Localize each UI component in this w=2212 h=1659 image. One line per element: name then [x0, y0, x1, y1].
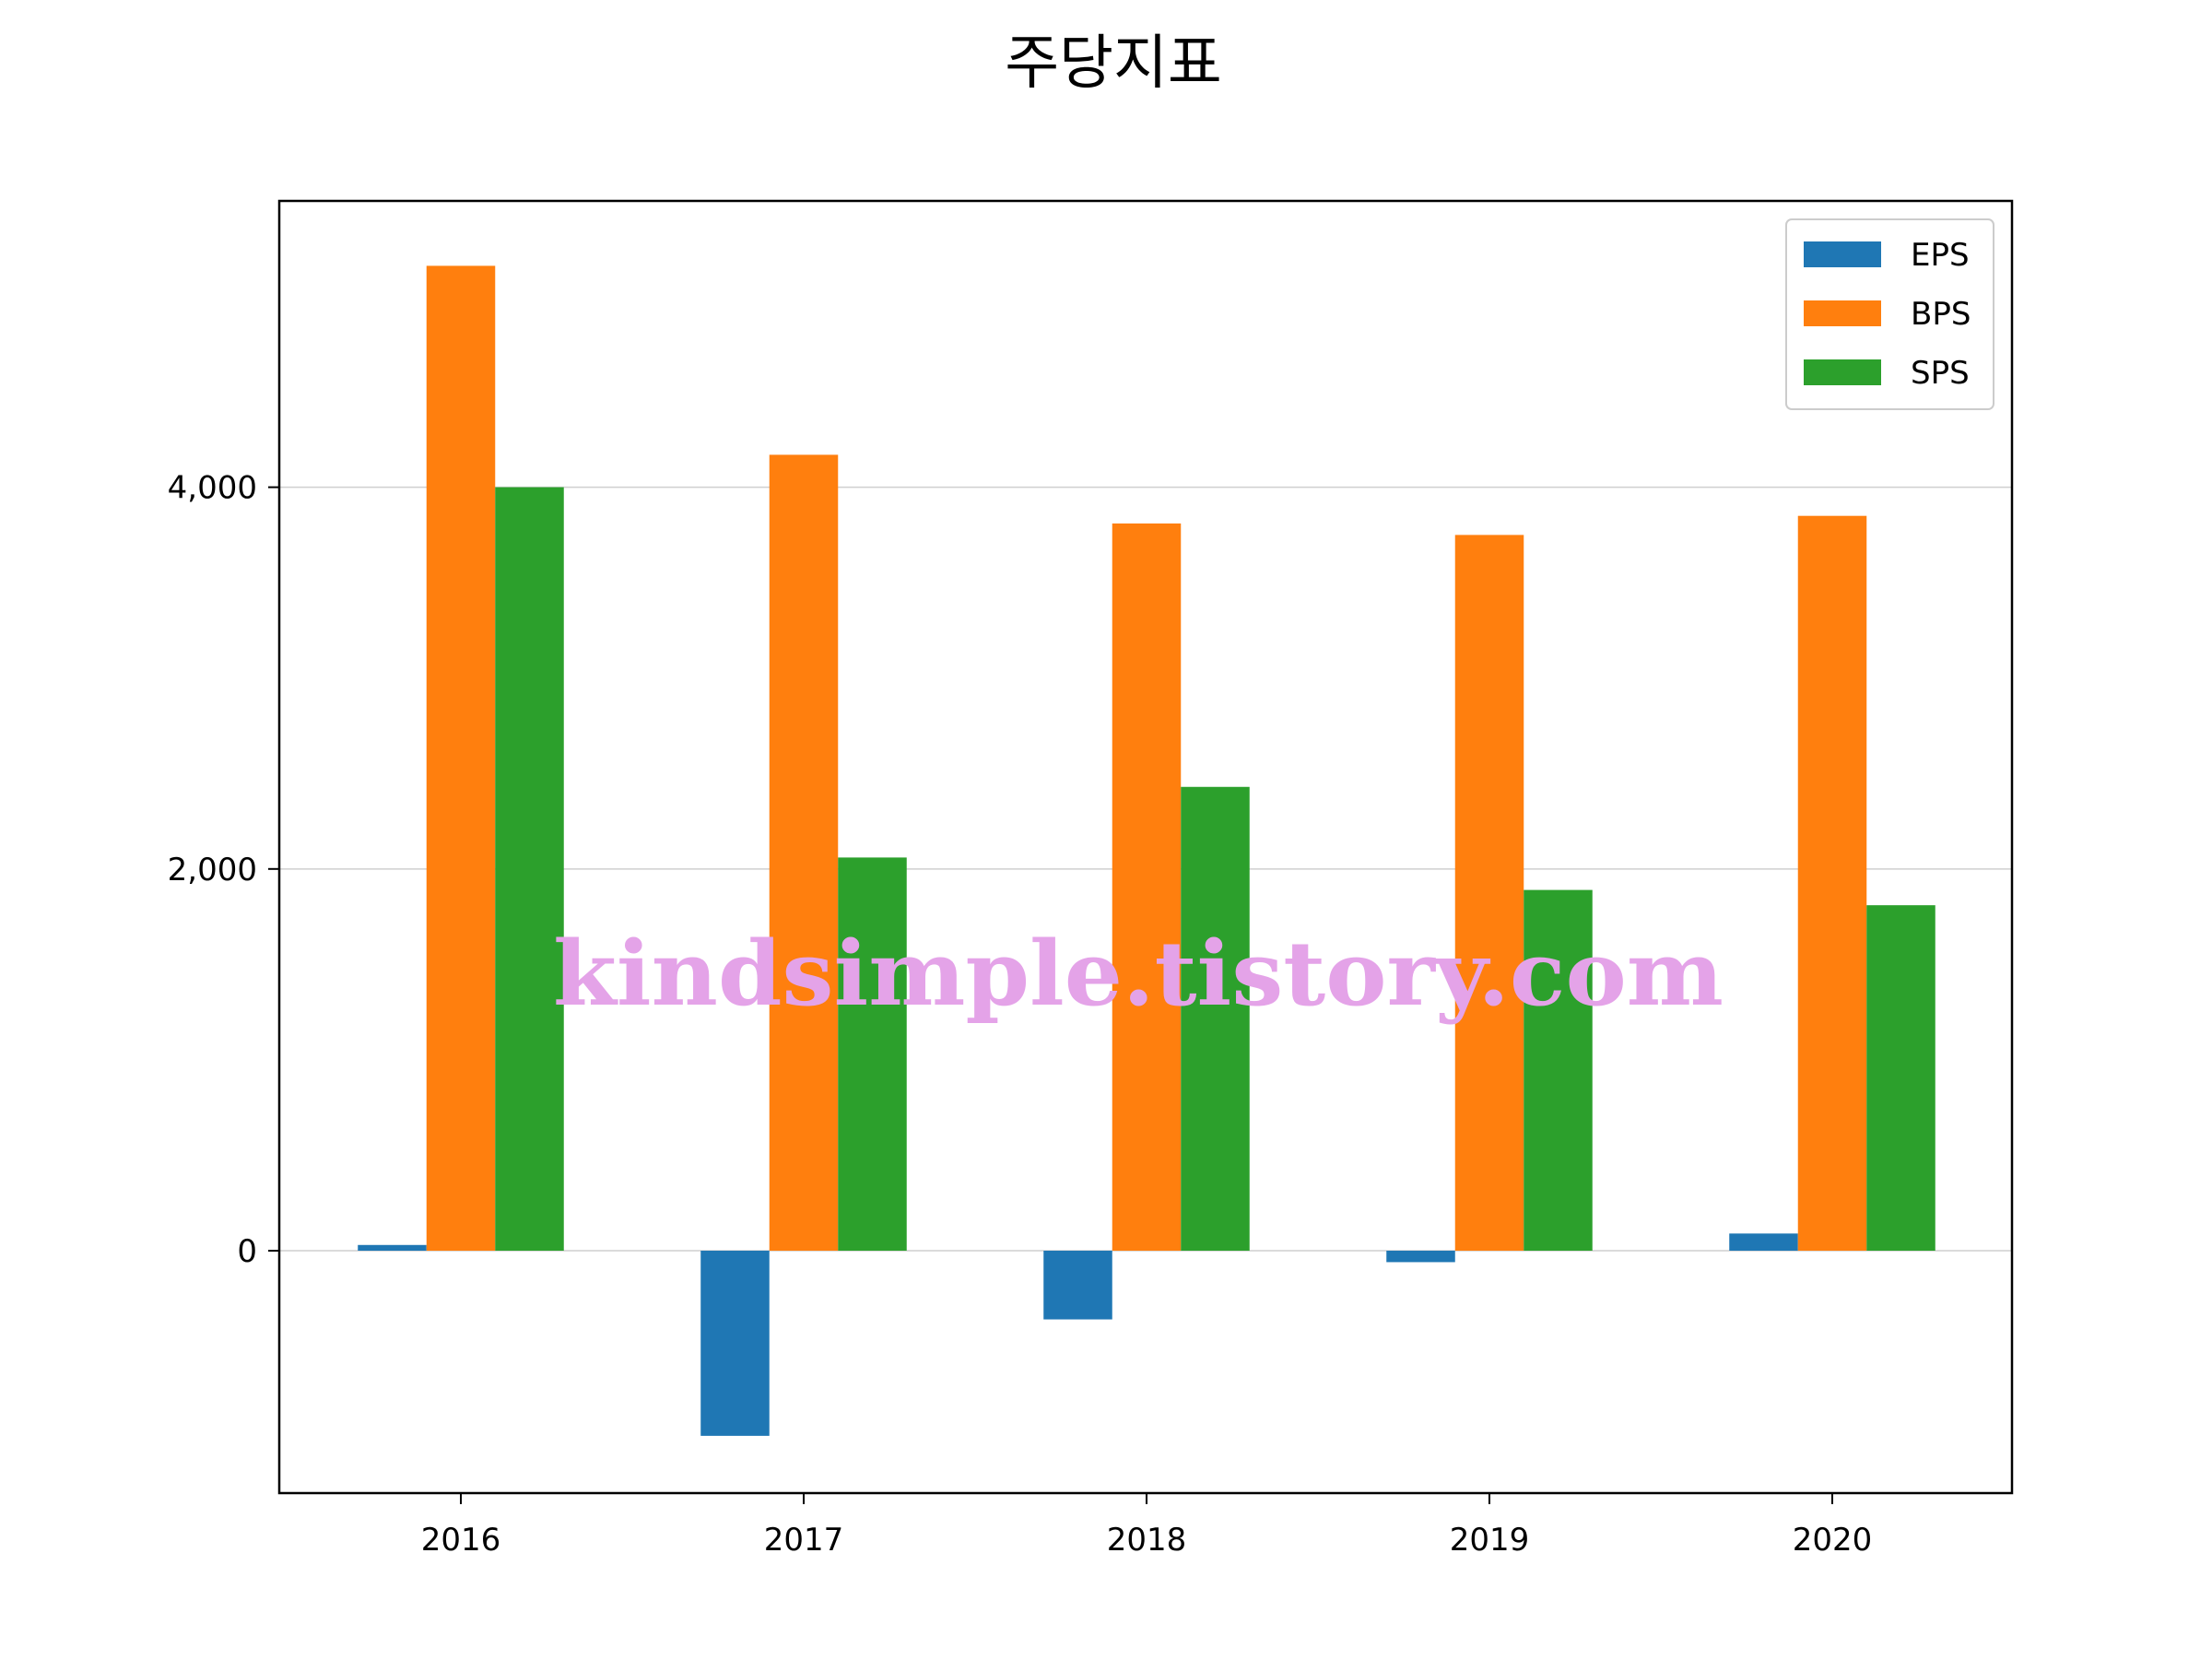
bar-bps-2019 — [1454, 535, 1524, 1251]
bar-sps-2017 — [838, 857, 907, 1251]
bar-eps-2017 — [700, 1250, 770, 1436]
x-tick-label-2017: 2017 — [764, 1522, 844, 1559]
bar-bps-2016 — [426, 265, 496, 1251]
legend: EPS BPS SPS — [1785, 218, 1994, 410]
legend-swatch-eps — [1804, 241, 1881, 267]
bar-eps-2020 — [1729, 1233, 1798, 1251]
bar-eps-2016 — [358, 1244, 427, 1251]
legend-label-sps: SPS — [1911, 355, 1970, 392]
bar-bps-2017 — [769, 454, 839, 1251]
bar-eps-2018 — [1043, 1250, 1112, 1320]
bar-sps-2016 — [495, 487, 564, 1251]
y-axis: 0 2,000 4,000 — [168, 470, 279, 1270]
x-tick-label-2019: 2019 — [1450, 1522, 1530, 1559]
watermark: kindsimple.tistory.com — [553, 922, 1724, 1026]
y-tick-label-1: 2,000 — [168, 852, 257, 888]
bar-sps-2018 — [1181, 786, 1250, 1251]
legend-label-bps: BPS — [1911, 296, 1971, 333]
legend-swatch-sps — [1804, 359, 1881, 385]
chart-title: 주당지표 — [1005, 29, 1222, 98]
legend-swatch-bps — [1804, 300, 1881, 326]
bars — [358, 265, 1936, 1436]
y-tick-label-0: 0 — [237, 1233, 257, 1270]
x-tick-label-2018: 2018 — [1107, 1522, 1187, 1559]
legend-label-eps: EPS — [1911, 237, 1970, 274]
bar-eps-2019 — [1386, 1250, 1455, 1263]
x-tick-label-2020: 2020 — [1793, 1522, 1873, 1559]
bar-sps-2020 — [1866, 905, 1936, 1251]
y-tick-label-2: 4,000 — [168, 470, 257, 507]
x-tick-label-2016: 2016 — [421, 1522, 501, 1559]
bar-bps-2018 — [1112, 523, 1182, 1251]
x-axis: 2016 2017 2018 2019 2020 — [421, 1493, 1873, 1559]
bar-sps-2019 — [1524, 889, 1593, 1251]
bar-bps-2020 — [1797, 515, 1867, 1251]
